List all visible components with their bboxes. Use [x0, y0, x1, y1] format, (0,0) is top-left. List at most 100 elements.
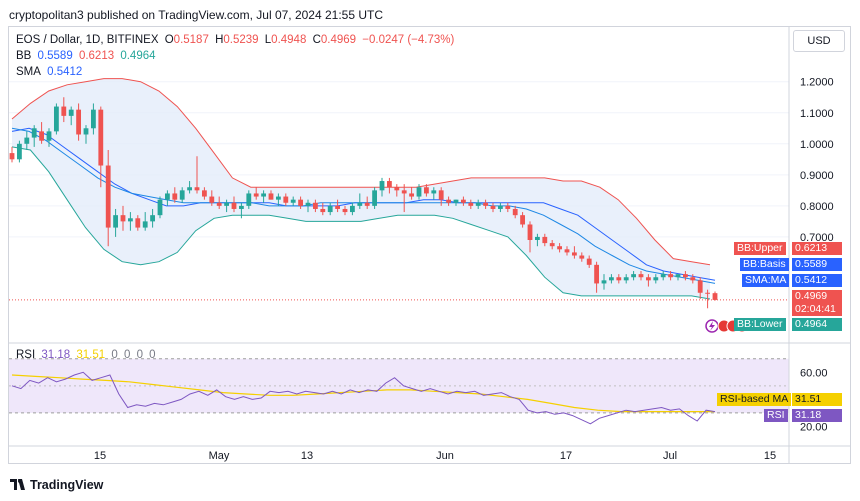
candle-body	[179, 190, 185, 200]
candle	[53, 103, 59, 135]
change-value: −0.0247 (−4.73%)	[362, 34, 455, 46]
rsi-ma-value: 31.51	[76, 349, 106, 361]
countdown-tag: 02:04:41	[792, 303, 842, 316]
bb-basis-value: 0.5589	[37, 50, 73, 62]
price-tick-label: 1.2000	[800, 77, 834, 89]
candle	[682, 271, 688, 281]
candle-body	[150, 215, 156, 222]
candle	[31, 125, 37, 147]
candle	[320, 202, 326, 216]
candle-body	[90, 109, 96, 129]
candle	[386, 177, 392, 194]
candle	[335, 199, 341, 213]
candle-body	[586, 258, 592, 265]
candle	[601, 274, 607, 290]
candle	[187, 181, 193, 194]
candle-body	[542, 236, 548, 244]
sma-label: SMA	[16, 66, 41, 78]
rsi-tick-label: 20.00	[800, 421, 828, 433]
rsi-value: 31.18	[41, 349, 71, 361]
price-axis-ticks: 1.2000 1.1000 1.0000 0.9000 0.8000 0.7000	[800, 77, 834, 244]
candle-body	[224, 202, 230, 206]
candle	[261, 190, 267, 203]
candle-body	[187, 187, 193, 191]
candle	[401, 184, 407, 213]
candle	[697, 277, 703, 299]
bollinger-upper-line	[11, 78, 711, 266]
candle	[39, 122, 45, 144]
candle	[416, 184, 422, 200]
candle-body	[653, 277, 659, 281]
candle-body	[120, 215, 126, 222]
candle-body	[453, 199, 459, 203]
currency-button[interactable]: USD	[793, 30, 845, 52]
candle	[705, 289, 711, 309]
candle	[668, 271, 674, 281]
candle	[224, 199, 230, 213]
candle-body	[298, 199, 304, 206]
candle-body	[24, 137, 30, 144]
candle	[24, 131, 30, 150]
candle-body	[438, 190, 444, 200]
rsi-ma-tag-value: 31.51	[792, 393, 842, 406]
rsi-zero-3: 0	[136, 349, 143, 361]
candle	[594, 261, 600, 293]
candle-body	[83, 128, 89, 135]
candle-body	[416, 187, 422, 197]
candle-body	[364, 202, 370, 206]
legend-bb-row[interactable]: BB 0.5589 0.6213 0.4964	[16, 50, 159, 62]
candle-body	[320, 208, 326, 213]
bollinger-lower-line	[11, 146, 711, 300]
candle	[364, 196, 370, 209]
candle	[298, 196, 304, 209]
candle	[342, 205, 348, 216]
candle-body	[490, 205, 496, 209]
candle	[98, 106, 104, 188]
rsi-tag-value: 31.18	[792, 409, 842, 422]
candle-body	[201, 190, 207, 197]
candle-body	[76, 109, 82, 135]
tradingview-logo-text: TradingView	[30, 478, 104, 492]
candle	[557, 243, 563, 253]
last-price-tag: 0.4969	[792, 290, 842, 303]
bb-upper-tag: BB:Upper	[734, 242, 786, 255]
sma-line	[11, 127, 716, 284]
candle-body	[520, 215, 526, 225]
close-label: C	[312, 34, 321, 46]
candle	[586, 255, 592, 268]
lightning-icon-bolt	[709, 321, 715, 331]
candle	[275, 193, 281, 206]
candle-body	[608, 277, 614, 281]
candle-body	[631, 274, 637, 278]
price-tick-label: 0.8000	[800, 201, 834, 213]
candle-body	[409, 193, 415, 197]
legend-rsi-row[interactable]: RSI 31.18 31.51 0 0 0 0	[16, 349, 159, 361]
candle-body	[335, 205, 341, 209]
candle-body	[305, 202, 311, 206]
high-value: 0.5239	[223, 34, 259, 46]
candle	[623, 274, 629, 284]
tradingview-logo[interactable]: TradingView	[10, 478, 103, 492]
candle-body	[379, 181, 385, 191]
price-tick-label: 0.9000	[800, 170, 834, 182]
candle-body	[268, 193, 274, 200]
candle-body	[357, 202, 363, 206]
candle	[135, 215, 141, 231]
candle-body	[690, 277, 696, 281]
candle	[283, 193, 289, 206]
candle	[9, 146, 15, 163]
candle-body	[372, 190, 378, 206]
rsi-tag: RSI	[764, 409, 788, 422]
candle-body	[697, 280, 703, 293]
bb-lower-tag-value: 0.4964	[792, 318, 842, 331]
legend-sma-row[interactable]: SMA 0.5412	[16, 66, 85, 78]
open-value: 0.5187	[173, 34, 209, 46]
candle-body	[164, 193, 170, 200]
candle	[616, 274, 622, 284]
candle	[542, 233, 548, 247]
candle	[231, 196, 237, 213]
candle	[446, 196, 452, 206]
time-tick-label: 15	[94, 450, 106, 462]
candle-body	[261, 193, 267, 197]
